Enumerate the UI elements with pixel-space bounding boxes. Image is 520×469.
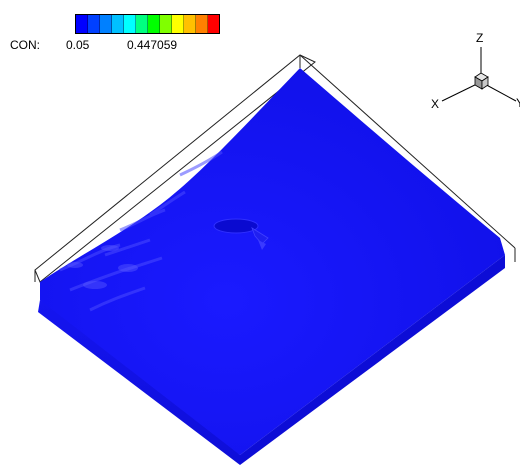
colorbar-segment xyxy=(172,15,184,33)
colorbar-segment xyxy=(136,15,148,33)
fluid-surface xyxy=(40,68,505,455)
colorbar xyxy=(75,14,220,34)
colorbar-segment xyxy=(76,15,88,33)
colorbar-segment xyxy=(148,15,160,33)
colorbar-segment xyxy=(88,15,100,33)
y-axis-label: Y xyxy=(516,96,520,110)
orientation-cube-icon xyxy=(474,72,489,90)
fluid-surface-right-face xyxy=(240,255,505,465)
colorbar-segment xyxy=(112,15,124,33)
surface-ripples xyxy=(59,150,223,312)
x-axis-line xyxy=(441,81,482,102)
colorbar-segment xyxy=(124,15,136,33)
colorbar-segment xyxy=(100,15,112,33)
legend-variable-label: CON: xyxy=(10,38,40,52)
colorbar-segment xyxy=(208,15,219,33)
colorbar-segment xyxy=(196,15,208,33)
colorbar-segment xyxy=(184,15,196,33)
z-axis-label: Z xyxy=(476,31,484,45)
axis-triad: Z X Y xyxy=(420,25,520,120)
domain-box-edge-top xyxy=(299,54,516,249)
colorbar-segment xyxy=(160,15,172,33)
contour-legend: CON: 0.05 0.447059 xyxy=(0,0,260,60)
legend-max-value: 0.447059 xyxy=(127,38,178,52)
surface-highlights xyxy=(67,245,138,289)
x-axis-label: X xyxy=(431,97,440,111)
fluid-surface-front-face xyxy=(38,300,240,465)
domain-back-wall xyxy=(34,54,316,283)
legend-min-value: 0.05 xyxy=(66,38,90,52)
floating-body xyxy=(213,218,269,250)
